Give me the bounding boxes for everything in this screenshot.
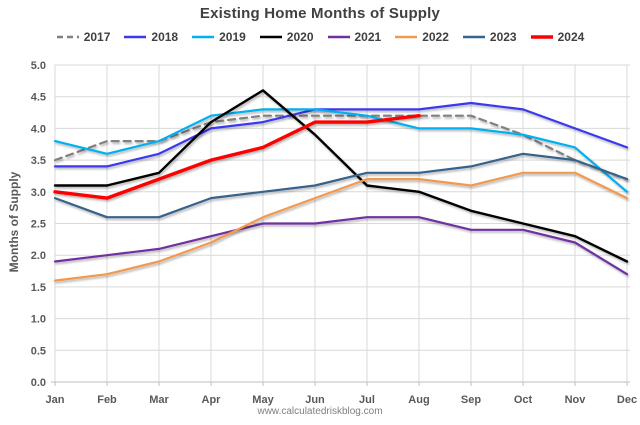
legend-swatch-2017 <box>56 35 79 39</box>
legend-label-2017: 2017 <box>83 30 111 44</box>
legend-item-2017: 2017 <box>56 30 111 44</box>
legend-swatch-2023 <box>462 35 485 39</box>
series-line-2020 <box>53 89 629 263</box>
legend-swatch-2019 <box>192 35 215 39</box>
legend-label-2024: 2024 <box>557 30 585 44</box>
legend-item-2022: 2022 <box>394 30 449 44</box>
x-tick-label: May <box>252 394 274 406</box>
y-axis-title: Months of Supply <box>7 171 21 273</box>
y-tick-label: 4.5 <box>31 92 46 104</box>
legend-item-2019: 2019 <box>191 30 246 44</box>
series-line-2023 <box>53 152 629 219</box>
y-tick-label: 3.5 <box>31 155 46 167</box>
series-line-2018 <box>53 101 629 168</box>
y-tick-label: 1.0 <box>31 314 46 326</box>
legend-item-2021: 2021 <box>327 30 382 44</box>
series-line-2024 <box>53 113 421 200</box>
series-line-2017 <box>53 114 629 181</box>
legend-label-2021: 2021 <box>354 30 382 44</box>
y-tick-label: 4.0 <box>31 123 46 135</box>
legend-item-2023: 2023 <box>462 30 517 44</box>
chart-title: Existing Home Months of Supply <box>199 5 441 22</box>
x-tick-label: Feb <box>97 394 117 406</box>
y-tick-label: 3.0 <box>31 187 46 199</box>
x-axis <box>51 381 630 386</box>
x-tick-label: Apr <box>202 394 222 406</box>
legend-item-2024: 2024 <box>530 30 585 44</box>
legend-label-2018: 2018 <box>151 30 179 44</box>
footer-url: www.calculatedriskblog.com <box>257 406 383 417</box>
x-tick-labels: Jan Feb Mar Apr May Jun Jul Aug Sep Oct Nov Dec <box>46 394 638 406</box>
series-line-2019 <box>53 108 629 193</box>
x-tick-label: Jan <box>46 394 65 406</box>
y-tick-label: 2.0 <box>31 250 46 262</box>
x-tick-label: Sep <box>461 394 481 406</box>
legend-swatch-2018 <box>124 35 147 39</box>
legend-label-2023: 2023 <box>489 30 517 44</box>
x-tick-label: Jul <box>359 394 375 406</box>
x-tick-label: Oct <box>514 394 533 406</box>
y-tick-label: 0.0 <box>31 377 46 389</box>
y-tick-label: 2.5 <box>31 219 46 231</box>
legend-swatch-2024 <box>530 35 553 39</box>
legend-swatch-2022 <box>395 35 418 39</box>
y-tick-label: 0.5 <box>31 345 46 357</box>
legend-item-2018: 2018 <box>123 30 178 44</box>
y-tick-label: 5.0 <box>31 60 46 72</box>
y-tick-label: 1.5 <box>31 282 46 294</box>
x-tick-label: Jun <box>305 394 325 406</box>
x-tick-label: Dec <box>617 394 637 406</box>
y-tick-labels: 0.0 0.5 1.0 1.5 2.0 2.5 3.0 3.5 4.0 4.5 5.0 <box>31 60 46 389</box>
legend-label-2022: 2022 <box>422 30 449 44</box>
series-line-2022 <box>53 171 629 282</box>
x-tick-label: Nov <box>565 394 587 406</box>
legend-swatch-2021 <box>327 35 350 39</box>
legend-swatch-2020 <box>259 35 282 39</box>
x-tick-label: Mar <box>149 394 169 406</box>
legend-item-2020: 2020 <box>259 30 314 44</box>
legend-label-2020: 2020 <box>286 30 314 44</box>
x-tick-label: Aug <box>408 394 429 406</box>
legend: 2017 2018 2019 2020 2021 2022 2023 2024 <box>0 30 640 44</box>
series-line-2021 <box>53 216 629 276</box>
legend-label-2019: 2019 <box>219 30 246 44</box>
